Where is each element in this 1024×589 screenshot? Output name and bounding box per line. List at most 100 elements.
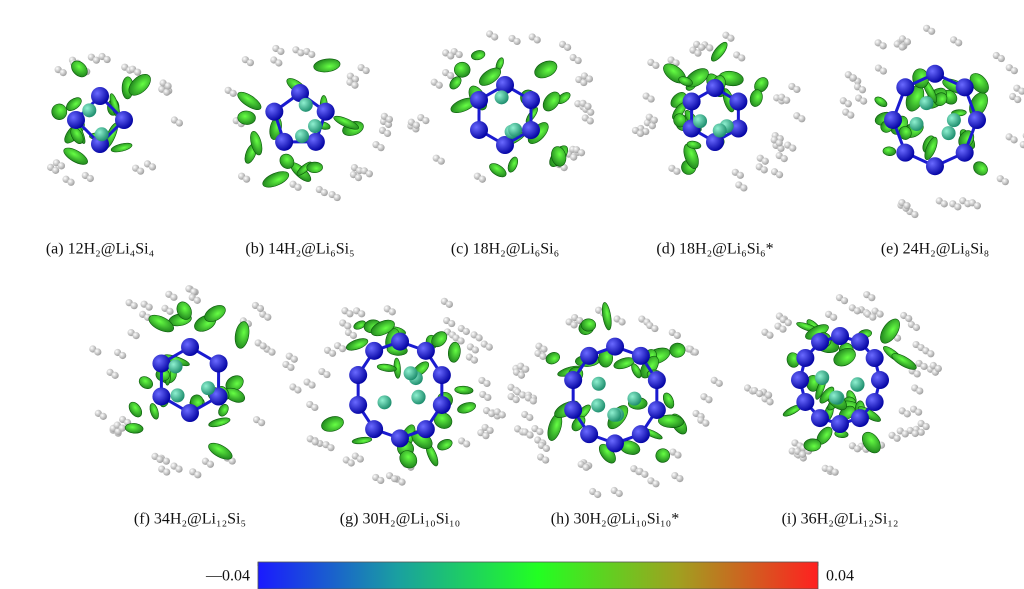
- hydrogen: [165, 82, 172, 89]
- isosurface: [235, 89, 264, 113]
- silicon: [606, 338, 624, 356]
- silicon: [791, 371, 809, 389]
- isosurface: [601, 302, 613, 331]
- hydrogen: [766, 398, 773, 405]
- hydrogen: [268, 349, 275, 356]
- isosurface: [110, 141, 133, 153]
- hydrogen: [706, 44, 713, 51]
- molecule: [632, 32, 806, 192]
- silicon: [811, 409, 829, 427]
- molecule: [407, 30, 594, 182]
- lithium: [508, 123, 522, 137]
- hydrogen: [471, 357, 478, 364]
- hydrogen: [486, 343, 493, 350]
- molecule: [89, 285, 301, 478]
- hydrogen: [651, 117, 658, 124]
- hydrogen: [339, 345, 346, 352]
- lithium: [947, 113, 961, 127]
- hydrogen: [904, 410, 911, 417]
- hydrogen: [422, 117, 429, 124]
- hydrogen: [522, 366, 529, 373]
- silicon: [866, 393, 884, 411]
- isosurface: [669, 342, 686, 358]
- hydrogen: [534, 36, 541, 43]
- hydrogen: [876, 311, 883, 318]
- silicon: [210, 355, 228, 373]
- hydrogen: [905, 315, 912, 322]
- lithium: [919, 96, 933, 110]
- hydrogen: [447, 52, 454, 59]
- caption: (a) 12H₂@Li₄Si₄: [46, 241, 155, 258]
- hydrogen: [911, 211, 918, 218]
- silicon: [851, 409, 869, 427]
- caption: (d) 18H₂@Li₆Si₆*: [656, 241, 773, 258]
- caption: (f) 34H₂@Li₁₂Si₅: [134, 511, 246, 528]
- hydrogen: [676, 475, 683, 482]
- hydrogen: [570, 154, 577, 161]
- hydrogen: [575, 57, 582, 64]
- silicon: [648, 401, 666, 419]
- silicon: [580, 347, 598, 365]
- hydrogen: [850, 74, 857, 81]
- silicon: [181, 338, 199, 356]
- silicon: [564, 371, 582, 389]
- silicon: [729, 93, 747, 111]
- hydrogen: [436, 82, 443, 89]
- hydrogen: [334, 194, 341, 201]
- hydrogen: [112, 372, 119, 379]
- hydrogen: [100, 413, 107, 420]
- hydrogen: [446, 301, 453, 308]
- hydrogen: [311, 404, 318, 411]
- hydrogen: [448, 320, 455, 327]
- isosurface: [877, 316, 904, 347]
- isosurface: [971, 159, 991, 178]
- silicon: [349, 366, 367, 384]
- silicon: [470, 121, 488, 139]
- hydrogen: [652, 480, 659, 487]
- silicon: [470, 91, 488, 109]
- isosurface: [208, 416, 231, 429]
- hydrogen: [781, 155, 788, 162]
- hydrogen: [869, 314, 876, 321]
- hydrogen: [170, 294, 177, 301]
- molecule: [225, 45, 393, 201]
- silicon: [871, 371, 889, 389]
- hydrogen: [351, 82, 358, 89]
- hydrogen: [119, 352, 126, 359]
- molecule: [47, 53, 183, 186]
- hydrogen: [648, 95, 655, 102]
- silicon: [417, 420, 435, 438]
- hydrogen: [845, 100, 852, 107]
- hydrogen: [927, 350, 934, 357]
- silicon: [67, 111, 85, 129]
- hydrogen: [377, 477, 384, 484]
- hydrogen: [476, 334, 483, 341]
- molecule: [744, 291, 942, 476]
- hydrogen: [859, 86, 866, 93]
- isosurface: [146, 312, 176, 336]
- hydrogen: [793, 86, 800, 93]
- hydrogen: [321, 189, 328, 196]
- hydrogen: [766, 332, 773, 339]
- hydrogen: [674, 332, 681, 339]
- silicon: [115, 111, 133, 129]
- hydrogen: [893, 435, 900, 442]
- hydrogen: [880, 42, 887, 49]
- silicon: [417, 342, 435, 360]
- isosurface: [883, 146, 897, 156]
- hydrogen: [389, 308, 396, 315]
- hydrogen: [616, 490, 623, 497]
- colorbar: [258, 562, 818, 589]
- hydrogen: [344, 322, 351, 329]
- hydrogen: [348, 459, 355, 466]
- lithium: [308, 119, 322, 133]
- hydrogen: [52, 167, 59, 174]
- silicon: [433, 396, 451, 414]
- isosurface: [453, 61, 471, 78]
- colorbar-label: 0.04: [826, 568, 854, 585]
- silicon: [926, 157, 944, 175]
- isosurface: [261, 168, 292, 190]
- hydrogen: [350, 332, 357, 339]
- silicon: [349, 396, 367, 414]
- hydrogen: [327, 444, 334, 451]
